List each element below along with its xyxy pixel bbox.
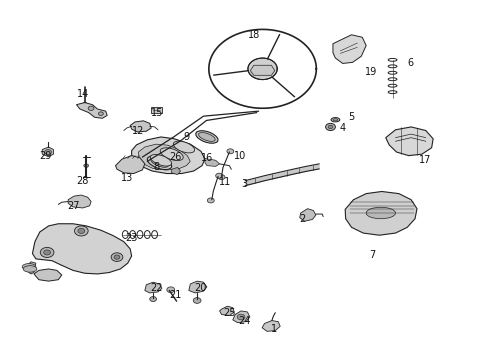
Text: 11: 11 bbox=[220, 177, 232, 187]
Text: 3: 3 bbox=[241, 179, 247, 189]
Text: 17: 17 bbox=[418, 155, 431, 165]
Text: 7: 7 bbox=[369, 250, 375, 260]
Ellipse shape bbox=[173, 141, 195, 153]
Polygon shape bbox=[262, 320, 280, 331]
Polygon shape bbox=[116, 156, 145, 174]
Text: 6: 6 bbox=[407, 58, 413, 68]
Circle shape bbox=[167, 287, 174, 293]
Circle shape bbox=[193, 298, 201, 303]
Text: 20: 20 bbox=[194, 283, 206, 293]
Text: 22: 22 bbox=[150, 283, 162, 293]
Text: 9: 9 bbox=[183, 132, 190, 142]
Polygon shape bbox=[233, 311, 250, 323]
Text: 1: 1 bbox=[271, 324, 277, 334]
Text: 28: 28 bbox=[76, 176, 89, 186]
Text: 25: 25 bbox=[223, 309, 236, 318]
Text: 26: 26 bbox=[170, 152, 182, 162]
Ellipse shape bbox=[23, 266, 37, 272]
Ellipse shape bbox=[333, 119, 338, 121]
Circle shape bbox=[78, 228, 85, 233]
Circle shape bbox=[44, 250, 50, 255]
Text: 15: 15 bbox=[151, 108, 163, 118]
Circle shape bbox=[40, 247, 54, 257]
Text: 4: 4 bbox=[340, 123, 346, 133]
Polygon shape bbox=[205, 158, 220, 166]
Circle shape bbox=[114, 255, 120, 259]
Text: 8: 8 bbox=[153, 162, 159, 172]
Ellipse shape bbox=[160, 148, 183, 161]
Circle shape bbox=[227, 149, 234, 154]
Circle shape bbox=[150, 297, 157, 302]
Text: 13: 13 bbox=[121, 173, 133, 183]
Text: 19: 19 bbox=[365, 67, 377, 77]
Circle shape bbox=[88, 106, 94, 111]
Circle shape bbox=[207, 198, 214, 203]
Ellipse shape bbox=[331, 118, 340, 122]
Polygon shape bbox=[32, 224, 132, 274]
Polygon shape bbox=[189, 281, 207, 293]
Circle shape bbox=[84, 164, 89, 167]
Polygon shape bbox=[220, 306, 234, 316]
Polygon shape bbox=[34, 269, 62, 281]
Text: 14: 14 bbox=[76, 89, 89, 99]
Text: 29: 29 bbox=[40, 150, 52, 161]
Polygon shape bbox=[145, 282, 162, 293]
Circle shape bbox=[45, 149, 51, 154]
Ellipse shape bbox=[150, 154, 172, 166]
Circle shape bbox=[237, 314, 245, 320]
Ellipse shape bbox=[22, 264, 36, 270]
Polygon shape bbox=[250, 65, 275, 75]
Circle shape bbox=[218, 175, 225, 180]
Polygon shape bbox=[130, 121, 151, 132]
Text: 23: 23 bbox=[125, 233, 138, 243]
Text: 10: 10 bbox=[234, 150, 246, 161]
Circle shape bbox=[111, 253, 123, 261]
Polygon shape bbox=[386, 127, 433, 156]
Ellipse shape bbox=[151, 158, 168, 167]
Polygon shape bbox=[132, 137, 205, 174]
Text: 18: 18 bbox=[247, 30, 260, 40]
Polygon shape bbox=[42, 147, 53, 157]
Polygon shape bbox=[76, 103, 107, 118]
Ellipse shape bbox=[196, 131, 218, 143]
Polygon shape bbox=[27, 262, 36, 274]
Ellipse shape bbox=[198, 132, 215, 141]
Circle shape bbox=[328, 125, 333, 129]
Circle shape bbox=[216, 173, 222, 178]
Circle shape bbox=[98, 112, 103, 116]
Circle shape bbox=[326, 123, 335, 131]
Text: 12: 12 bbox=[132, 126, 145, 135]
Polygon shape bbox=[172, 167, 180, 175]
Ellipse shape bbox=[366, 207, 395, 219]
Text: 5: 5 bbox=[348, 112, 355, 122]
FancyBboxPatch shape bbox=[151, 107, 162, 113]
Polygon shape bbox=[68, 195, 91, 208]
Text: 24: 24 bbox=[238, 316, 250, 325]
Circle shape bbox=[74, 226, 88, 236]
Text: 21: 21 bbox=[170, 291, 182, 301]
Text: 27: 27 bbox=[67, 201, 79, 211]
Polygon shape bbox=[345, 192, 417, 235]
Ellipse shape bbox=[147, 156, 172, 170]
Polygon shape bbox=[300, 209, 316, 221]
Text: 16: 16 bbox=[201, 153, 213, 163]
Circle shape bbox=[248, 58, 277, 80]
Text: 2: 2 bbox=[299, 215, 306, 224]
Polygon shape bbox=[139, 144, 190, 170]
Polygon shape bbox=[333, 35, 366, 63]
